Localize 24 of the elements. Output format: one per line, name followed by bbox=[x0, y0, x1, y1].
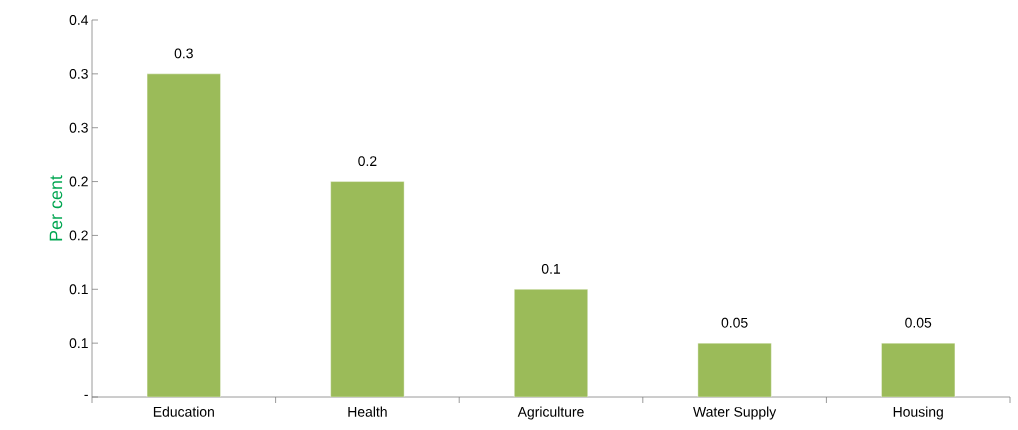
y-tick-label: 0.1 bbox=[69, 284, 88, 295]
data-label: 0.2 bbox=[358, 156, 377, 167]
data-label: 0.1 bbox=[541, 263, 561, 274]
y-tick-label: - bbox=[84, 394, 88, 396]
y-tick-label: 0.1 bbox=[69, 338, 88, 349]
x-tick-label: Agriculture bbox=[517, 406, 584, 420]
data-label: 0.05 bbox=[905, 317, 932, 328]
data-label: 0.05 bbox=[721, 317, 748, 328]
bar bbox=[514, 289, 588, 397]
x-tick-label: Education bbox=[153, 406, 214, 417]
x-tick-label: Water Supply bbox=[693, 406, 777, 420]
y-tick-label: 0.3 bbox=[69, 68, 88, 79]
x-tick-label: Housing bbox=[893, 406, 943, 420]
bar bbox=[881, 342, 956, 397]
y-axis-title: Per cent bbox=[49, 175, 63, 241]
bar bbox=[330, 181, 405, 397]
data-label: 0.3 bbox=[174, 48, 193, 59]
x-tick-label: Health bbox=[348, 406, 387, 417]
y-tick-label: 0.2 bbox=[69, 176, 88, 187]
bar bbox=[146, 73, 221, 397]
y-tick-label: 0.3 bbox=[69, 122, 88, 133]
bar bbox=[697, 342, 772, 397]
y-tick-label: 0.2 bbox=[69, 230, 88, 241]
y-tick-label: 0.4 bbox=[69, 15, 89, 25]
